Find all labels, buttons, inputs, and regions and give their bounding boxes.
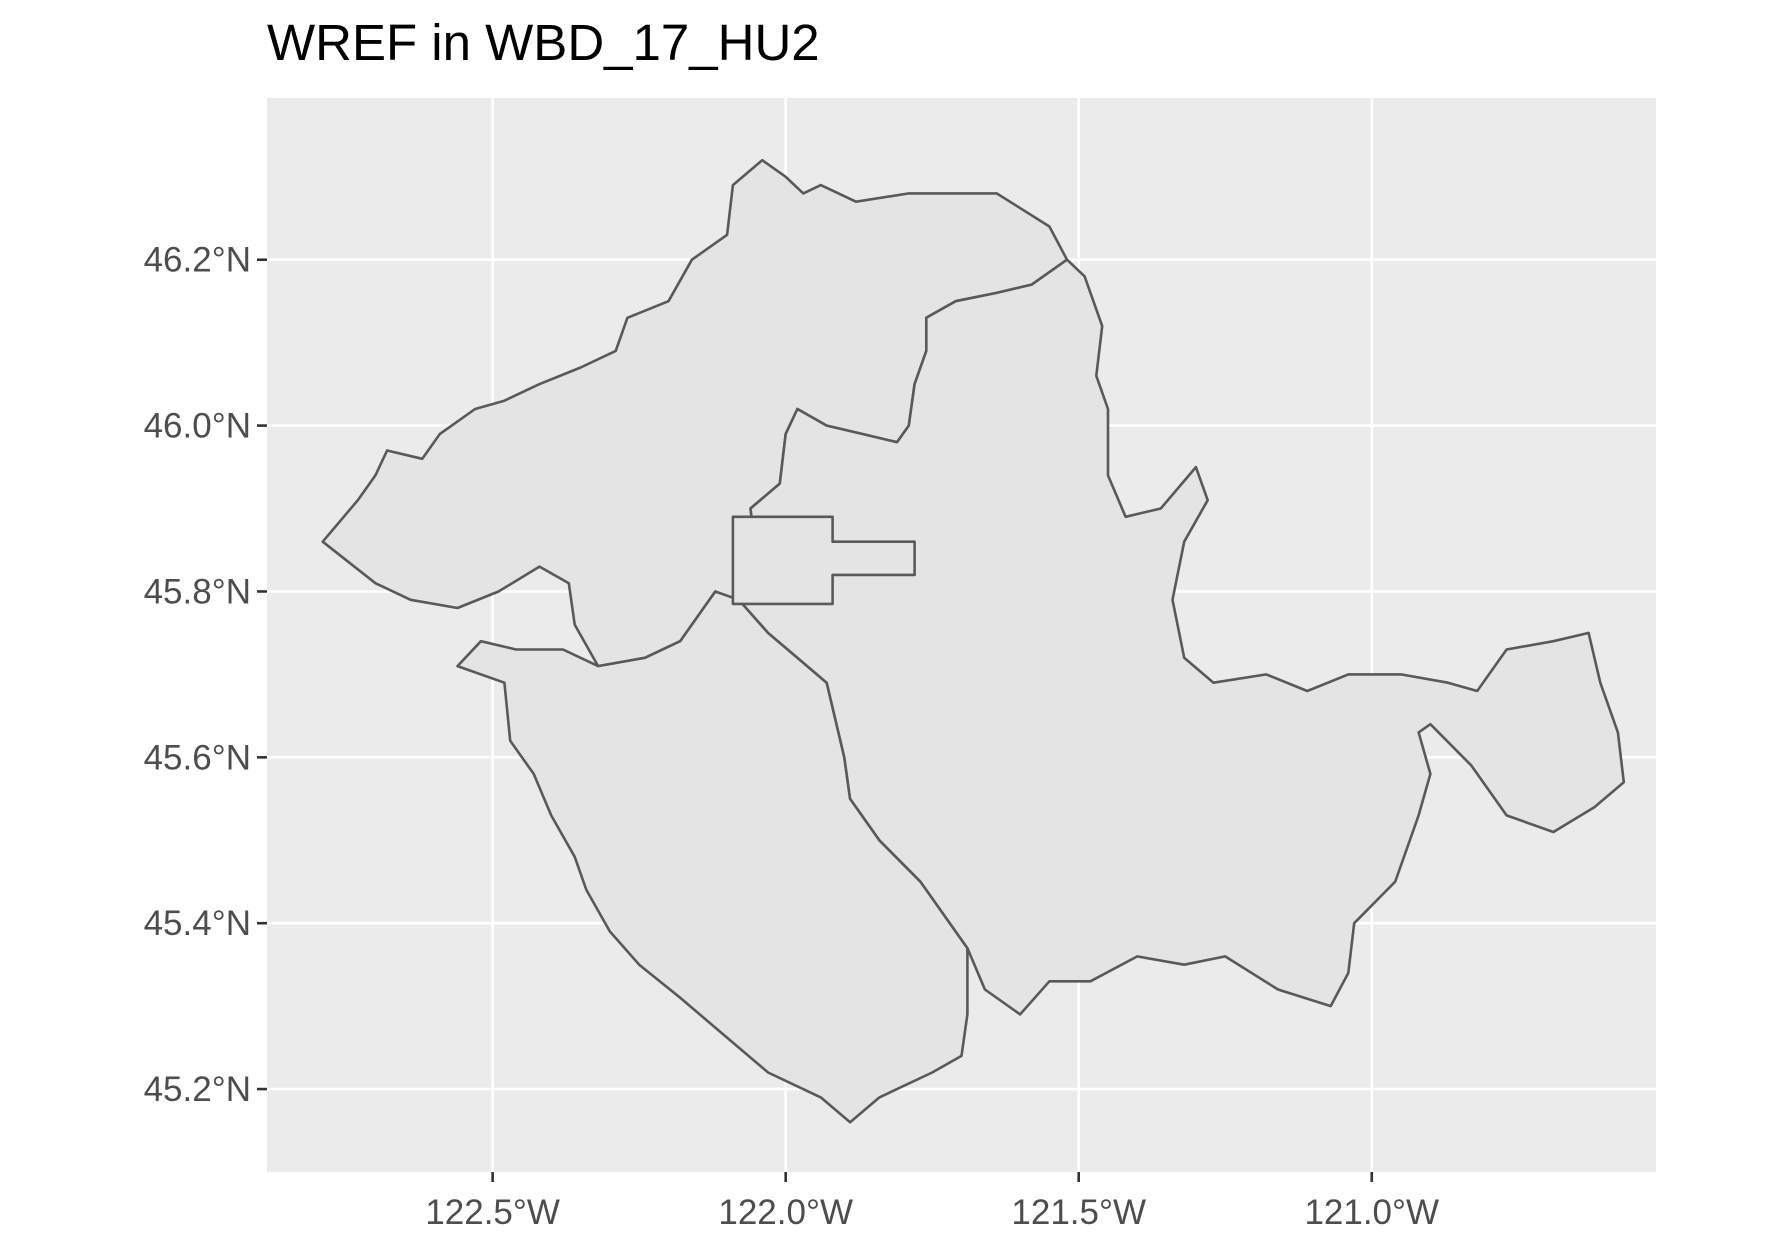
- x-tick-label: 121.5°W: [1011, 1193, 1146, 1232]
- y-tick-label: 46.2°N: [144, 241, 251, 280]
- x-tick-label: 122.5°W: [425, 1193, 560, 1232]
- y-tick-label: 45.2°N: [144, 1070, 251, 1109]
- y-tick-label: 45.4°N: [144, 904, 251, 943]
- x-tick-label: 121.0°W: [1304, 1193, 1439, 1232]
- page-title: WREF in WBD_17_HU2: [267, 14, 820, 71]
- wref-site-boundary: [731, 515, 916, 606]
- y-tick-label: 46.0°N: [144, 407, 251, 446]
- axes: 122.5°W 122.0°W 121.5°W 121.0°W 46.2°N 46.0°N…: [144, 241, 1439, 1232]
- y-tick-label: 45.8°N: [144, 572, 251, 611]
- x-tick-label: 122.0°W: [718, 1193, 853, 1232]
- watershed-polygons: [321, 158, 1626, 1124]
- eastern-watershed: [737, 258, 1626, 1016]
- y-tick-label: 45.6°N: [144, 738, 251, 777]
